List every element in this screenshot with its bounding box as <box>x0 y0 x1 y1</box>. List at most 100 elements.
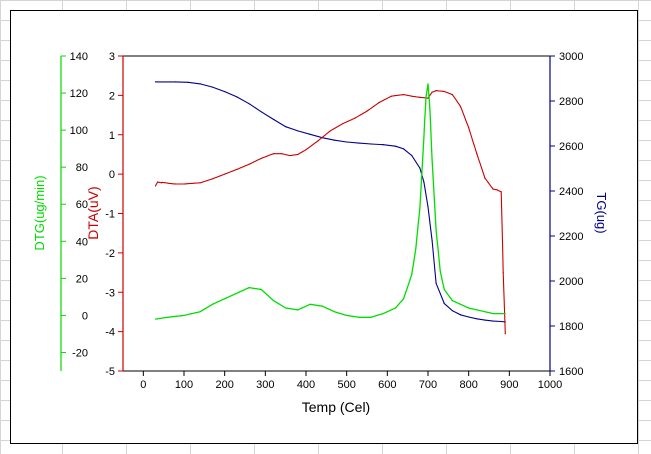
dta-data-point <box>260 157 262 159</box>
dta-data-point <box>199 182 201 184</box>
dtg-data-point <box>346 314 348 317</box>
dtg-tick-label: 120 <box>70 88 88 100</box>
dtg-data-point <box>183 314 185 317</box>
dtg-data-point <box>224 298 226 300</box>
tg-data-point <box>451 310 453 312</box>
tg-tick-label: 2200 <box>559 231 583 243</box>
tg-data-point <box>403 148 405 150</box>
dtg-data-point <box>272 299 275 302</box>
x-tick-label: 0 <box>140 379 146 391</box>
dta-data-point <box>443 90 445 93</box>
tg-data-point <box>382 144 384 146</box>
tg-data-point <box>435 282 437 284</box>
dtg-data-point <box>248 287 250 289</box>
tg-data-point <box>187 81 189 83</box>
dta-tick-label: 2 <box>109 90 115 102</box>
dta-tick-label: -1 <box>105 209 115 221</box>
dta-tick-label: -5 <box>105 366 115 378</box>
tg-data-point <box>285 126 287 128</box>
tg-data-point <box>484 319 486 321</box>
tg-data-point <box>260 111 262 113</box>
dtg-data-point <box>358 316 360 318</box>
dtg-tick-label: 60 <box>76 199 88 211</box>
tg-tick-label: 2400 <box>559 186 583 198</box>
dtg-tick-label: 100 <box>70 125 88 137</box>
tg-tick-label: 1600 <box>559 366 583 378</box>
dta-data-point <box>354 117 356 119</box>
dta-data-point <box>378 101 380 104</box>
dtg-data-point <box>285 307 287 309</box>
dta-data-point <box>297 153 299 156</box>
dtg-data-point <box>260 288 262 291</box>
dtg-data-point <box>439 270 441 272</box>
dta-data-point <box>156 181 159 183</box>
dtg-data-point <box>476 309 478 311</box>
dtg-data-point <box>492 312 494 315</box>
dta-data-point <box>366 110 368 112</box>
dtg-data-point <box>415 248 417 250</box>
dtg-data-point <box>427 83 429 85</box>
dta-data-point <box>484 177 486 179</box>
x-axis-label: Temp (Cel) <box>302 399 370 415</box>
dtg-data-point <box>211 303 214 305</box>
dtg-data-point <box>425 96 427 98</box>
tg-tick-label: 2600 <box>559 141 583 153</box>
tg-tick-label: 3000 <box>559 51 583 63</box>
dtg-tick-label: 140 <box>70 51 88 63</box>
dtg-data-point <box>199 311 201 313</box>
plot-area <box>122 55 551 372</box>
dtg-data-point <box>459 303 462 305</box>
tg-data-point <box>199 83 201 85</box>
dtg-data-point <box>451 299 453 302</box>
tg-data-point <box>358 142 360 144</box>
dta-tick-label: -2 <box>105 248 115 260</box>
dta-data-point <box>342 123 344 125</box>
dta-data-point <box>272 153 275 155</box>
tg-data-point <box>427 206 429 208</box>
tg-data-point <box>248 103 250 105</box>
dta-data-point <box>154 185 157 187</box>
x-tick-label: 1000 <box>538 379 562 391</box>
dtg-data-point <box>403 298 405 300</box>
dta-data-point <box>419 96 421 98</box>
dta-data-point <box>317 140 319 142</box>
dta-data-point <box>161 182 163 184</box>
dta-data-point <box>329 130 331 132</box>
tg-data-point <box>468 316 470 318</box>
dta-data-point <box>496 189 498 191</box>
dtg-tick-label: 40 <box>76 236 88 248</box>
dta-data-point <box>390 95 392 97</box>
tg-tick-label: 2800 <box>559 96 583 108</box>
dtg-tick-label: 20 <box>76 273 88 285</box>
tg-data-point <box>431 239 433 242</box>
tg-data-point <box>175 81 177 83</box>
x-tick-label: 900 <box>500 379 518 391</box>
dtg-data-point <box>167 316 169 318</box>
dtg-data-point <box>382 312 384 315</box>
dta-data-point <box>427 97 429 99</box>
tg-data-point <box>423 181 425 183</box>
tg-data-point <box>154 81 157 83</box>
tg-data-point <box>370 143 372 145</box>
tg-data-point <box>443 302 445 305</box>
dtg-data-point <box>429 110 431 113</box>
dtg-data-point <box>394 307 397 309</box>
x-tick-label: 200 <box>215 379 233 391</box>
dta-data-point <box>435 90 437 92</box>
tg-data-point <box>419 167 421 169</box>
dta-data-point <box>175 183 177 185</box>
tg-data-point <box>459 314 462 316</box>
tg-data-point <box>333 139 336 141</box>
tg-data-point <box>236 96 238 98</box>
dta-data-point <box>183 183 185 185</box>
tg-series <box>154 81 506 323</box>
dta-data-point <box>476 153 478 155</box>
tg-data-point <box>394 145 397 147</box>
dtg-line <box>155 83 506 320</box>
dta-data-point <box>289 155 291 157</box>
tg-data-point <box>272 118 275 121</box>
tg-data-point <box>500 320 502 323</box>
dtg-data-point <box>411 274 413 276</box>
